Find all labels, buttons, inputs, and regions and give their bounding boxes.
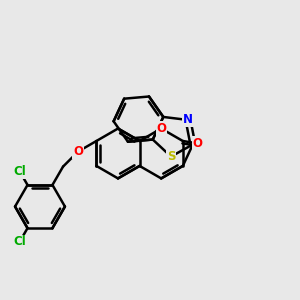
Text: Cl: Cl bbox=[13, 235, 26, 248]
Text: O: O bbox=[73, 145, 83, 158]
Text: N: N bbox=[183, 113, 193, 127]
Text: Cl: Cl bbox=[13, 165, 26, 178]
Text: O: O bbox=[156, 122, 166, 135]
Text: S: S bbox=[167, 150, 175, 163]
Text: O: O bbox=[193, 137, 203, 150]
